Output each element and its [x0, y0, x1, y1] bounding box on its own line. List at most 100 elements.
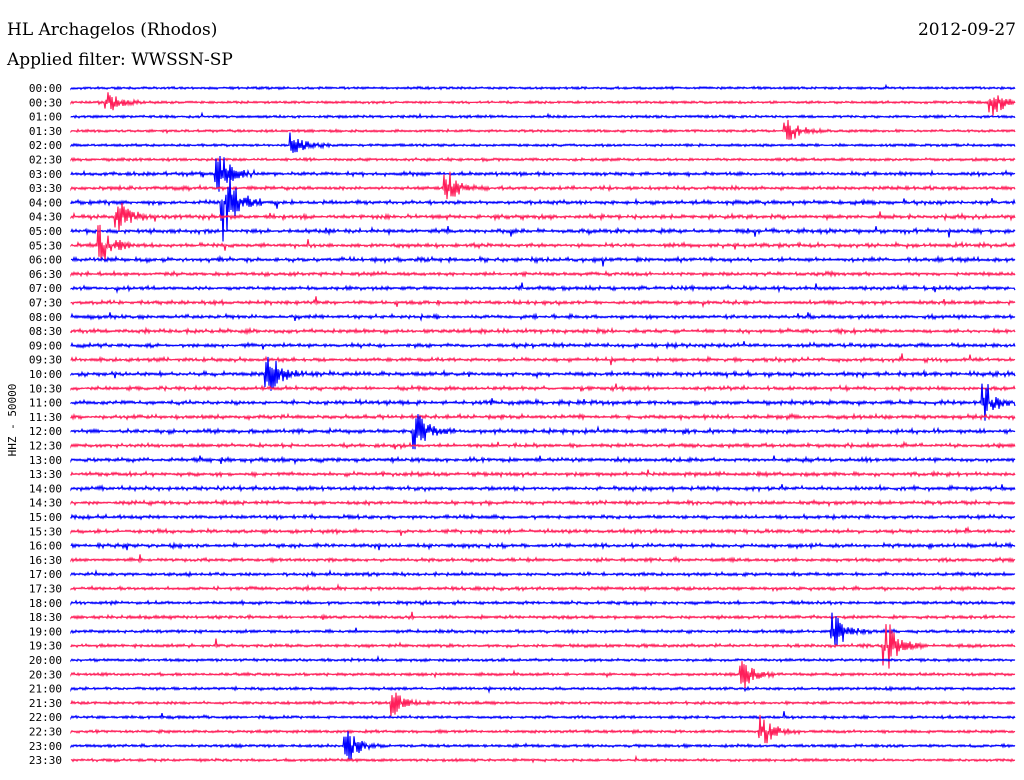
seismic-trace-0330 — [70, 171, 1016, 200]
row-time-label: 12:00 — [29, 425, 62, 438]
seismic-trace-1200 — [70, 414, 1016, 450]
row-time-label: 16:30 — [29, 554, 62, 567]
row-time-label: 10:30 — [29, 382, 62, 395]
seismic-trace-0530 — [70, 224, 1016, 261]
seismic-trace-1530 — [70, 525, 1016, 536]
row-time-label: 15:30 — [29, 525, 62, 538]
row-time-label: 11:30 — [29, 411, 62, 424]
row-time-label: 07:00 — [29, 282, 62, 295]
seismic-trace-1430 — [70, 498, 1016, 508]
row-time-label: 08:30 — [29, 325, 62, 338]
row-time-label: 18:00 — [29, 597, 62, 610]
seismic-trace-0800 — [70, 312, 1016, 322]
row-time-label: 19:00 — [29, 625, 62, 638]
row-time-label: 13:00 — [29, 454, 62, 467]
seismic-trace-0130 — [70, 119, 1016, 140]
seismic-trace-0900 — [70, 341, 1016, 350]
seismic-trace-0430 — [70, 202, 1016, 232]
seismic-trace-2200 — [70, 711, 1016, 721]
seismic-trace-2000 — [70, 654, 1016, 663]
channel-scale-label: HHZ - 50000 — [6, 384, 19, 457]
seismic-trace-0300 — [70, 155, 1016, 192]
row-time-label: 06:30 — [29, 268, 62, 281]
seismic-trace-0400 — [70, 174, 1016, 242]
seismic-trace-0930 — [70, 353, 1016, 366]
row-time-label: 08:00 — [29, 311, 62, 324]
seismic-trace-1400 — [70, 483, 1016, 493]
row-time-label: 04:30 — [29, 211, 62, 224]
row-time-label: 03:30 — [29, 182, 62, 195]
row-time-label: 23:30 — [29, 754, 62, 767]
seismic-trace-2300 — [70, 731, 1016, 760]
seismic-trace-1330 — [70, 469, 1016, 479]
seismic-trace-0000 — [70, 83, 1016, 91]
seismic-trace-0030 — [70, 92, 1016, 116]
seismic-trace-1100 — [70, 383, 1016, 421]
row-time-label: 18:30 — [29, 611, 62, 624]
seismic-trace-0700 — [70, 282, 1016, 294]
seismic-trace-1830 — [70, 611, 1016, 621]
row-time-label: 19:30 — [29, 640, 62, 653]
row-time-label: 00:30 — [29, 96, 62, 109]
row-time-label: 17:00 — [29, 568, 62, 581]
seismic-trace-1300 — [70, 455, 1016, 466]
seismic-trace-1930 — [70, 624, 1016, 669]
seismic-trace-0100 — [70, 111, 1016, 120]
seismic-trace-1500 — [70, 512, 1016, 522]
seismic-trace-0200 — [70, 132, 1016, 153]
row-time-label: 12:30 — [29, 440, 62, 453]
row-time-label: 00:00 — [29, 82, 62, 95]
row-time-label: 22:00 — [29, 711, 62, 724]
seismic-trace-1030 — [70, 383, 1016, 393]
seismic-trace-2100 — [70, 685, 1016, 694]
seismic-trace-0630 — [70, 269, 1016, 278]
row-time-label: 15:00 — [29, 511, 62, 524]
date-label: 2012-09-27 — [917, 20, 1016, 40]
seismic-trace-1900 — [70, 612, 1016, 646]
row-time-label: 14:30 — [29, 497, 62, 510]
row-time-label: 09:30 — [29, 354, 62, 367]
seismic-trace-2230 — [70, 714, 1016, 744]
row-time-label: 02:00 — [29, 139, 62, 152]
row-time-label: 17:30 — [29, 583, 62, 596]
seismic-trace-1730 — [70, 583, 1016, 593]
row-time-label: 01:30 — [29, 125, 62, 138]
seismic-trace-2130 — [70, 692, 1016, 717]
row-time-label: 07:30 — [29, 297, 62, 310]
filter-label: Applied filter: WWSSN-SP — [7, 50, 233, 70]
row-time-label: 06:00 — [29, 254, 62, 267]
seismic-trace-1000 — [70, 356, 1016, 391]
seismic-trace-1600 — [70, 541, 1016, 551]
seismic-trace-0730 — [70, 296, 1016, 309]
row-time-label: 01:00 — [29, 111, 62, 124]
row-time-label: 20:00 — [29, 654, 62, 667]
seismic-trace-1800 — [70, 598, 1016, 607]
row-time-label: 14:00 — [29, 482, 62, 495]
row-time-label: 22:30 — [29, 726, 62, 739]
row-time-label: 02:30 — [29, 154, 62, 167]
row-time-label: 13:30 — [29, 468, 62, 481]
row-time-label: 21:30 — [29, 697, 62, 710]
row-time-label: 09:00 — [29, 339, 62, 352]
seismic-trace-1630 — [70, 554, 1016, 564]
seismic-trace-1700 — [70, 569, 1016, 579]
seismic-trace-2330 — [70, 754, 1016, 764]
row-time-label: 16:00 — [29, 540, 62, 553]
row-time-label: 21:00 — [29, 683, 62, 696]
seismic-trace-1230 — [70, 440, 1016, 451]
row-time-label: 04:00 — [29, 196, 62, 209]
seismic-trace-0500 — [70, 226, 1016, 238]
row-time-label: 20:30 — [29, 668, 62, 681]
row-time-label: 10:00 — [29, 368, 62, 381]
row-time-label: 05:30 — [29, 239, 62, 252]
seismic-trace-0230 — [70, 156, 1016, 163]
station-title: HL Archagelos (Rhodos) — [7, 20, 218, 40]
row-time-label: 23:00 — [29, 740, 62, 753]
row-time-label: 05:00 — [29, 225, 62, 238]
row-time-label: 11:00 — [29, 397, 62, 410]
seismic-trace-0830 — [70, 326, 1016, 336]
row-time-label: 03:00 — [29, 168, 62, 181]
seismic-trace-2030 — [70, 661, 1016, 689]
seismic-trace-0600 — [70, 254, 1016, 267]
